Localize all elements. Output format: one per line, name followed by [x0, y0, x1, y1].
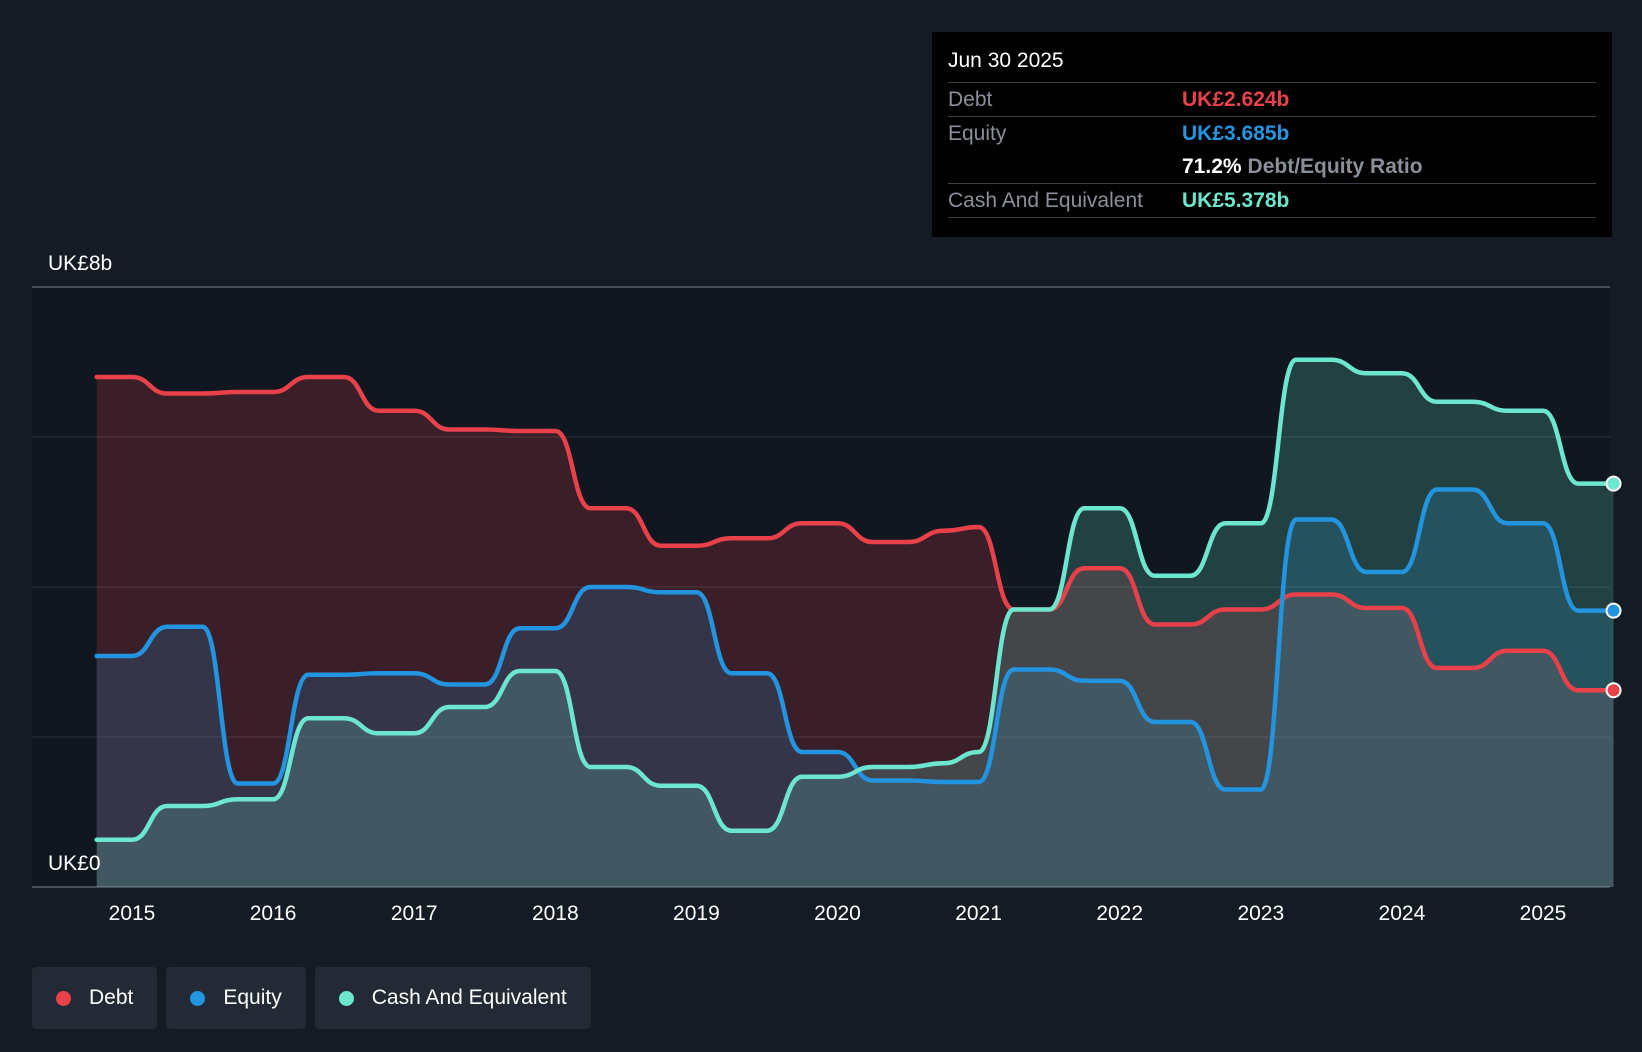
equity-dot-icon [190, 990, 206, 1006]
y-label-top: UK£8b [48, 252, 112, 275]
legend-debt-label: Debt [89, 986, 134, 1009]
x-tick-label: 2023 [1237, 902, 1284, 925]
debt-area [96, 377, 1614, 887]
tooltip-row-cash: Cash And Equivalent UK£5.378b [948, 183, 1596, 218]
equity-endpoint [1605, 602, 1622, 619]
x-tick-label: 2022 [1096, 902, 1143, 925]
tooltip-row-equity: Equity UK£3.685b [948, 116, 1596, 150]
tooltip-debt-label: Debt [948, 87, 993, 111]
x-axis-ticks: 2015 2016 2017 2018 2019 2020 2021 2022 2023 2024… [109, 902, 1567, 925]
legend-item-debt[interactable]: Debt [32, 967, 158, 1029]
legend-item-equity[interactable]: Equity [166, 967, 306, 1029]
tooltip-ratio-label: Debt/Equity Ratio [1247, 154, 1423, 178]
x-tick-label: 2017 [391, 902, 438, 925]
cash-line [94, 357, 1616, 843]
tooltip-cash-label: Cash And Equivalent [948, 188, 1143, 212]
tooltip-equity-value: UK£3.685b [1182, 121, 1290, 145]
x-tick-label: 2018 [532, 902, 579, 925]
legend-equity-label: Equity [223, 986, 282, 1009]
tooltip-equity-label: Equity [948, 121, 1007, 145]
x-tick-label: 2016 [250, 902, 297, 925]
tooltip-debt-value: UK£2.624b [1182, 87, 1290, 111]
equity-line [94, 487, 1616, 792]
tooltip-cash-value: UK£5.378b [1182, 188, 1290, 212]
tooltip-row-debt: Debt UK£2.624b [948, 82, 1596, 116]
grid-lines [32, 286, 1610, 888]
series-areas [96, 359, 1614, 887]
x-tick-label: 2015 [109, 902, 156, 925]
x-tick-label: 2019 [673, 902, 720, 925]
tooltip-row-ratio: 71.2% Debt/Equity Ratio [948, 150, 1596, 183]
x-tick-label: 2025 [1520, 902, 1567, 925]
tooltip-date: Jun 30 2025 [948, 49, 1064, 72]
cash-area [96, 359, 1614, 887]
cash-dot-icon [338, 990, 354, 1006]
equity-area [96, 489, 1614, 887]
cash-endpoint [1605, 475, 1622, 492]
legend-cash-label: Cash And Equivalent [371, 986, 567, 1009]
legend: Debt Equity Cash And Equivalent [32, 967, 591, 1029]
series-lines [94, 357, 1616, 843]
x-tick-label: 2024 [1379, 902, 1426, 925]
series-endpoints [1605, 475, 1622, 699]
tooltip: Jun 30 2025 Debt UK£2.624b Equity UK£3.6… [932, 32, 1612, 237]
tooltip-ratio-value: 71.2% [1182, 154, 1242, 178]
debt-line [94, 374, 1616, 693]
legend-item-cash[interactable]: Cash And Equivalent [314, 967, 591, 1029]
x-tick-label: 2021 [955, 902, 1002, 925]
debt-endpoint [1605, 682, 1622, 699]
y-label-bottom: UK£0 [48, 852, 101, 875]
x-tick-label: 2020 [814, 902, 861, 925]
debt-dot-icon [56, 990, 71, 1006]
